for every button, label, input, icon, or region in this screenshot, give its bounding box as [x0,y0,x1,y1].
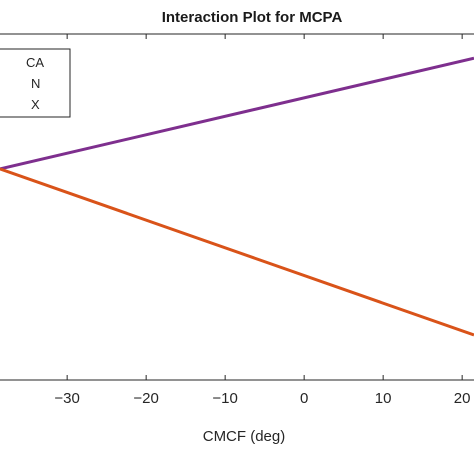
x-tick-label: 10 [375,390,392,407]
legend-entry-ca: CA [26,55,44,70]
series-layer [0,56,474,337]
legend: CA NX [0,48,71,118]
x-tick-label: 0 [300,390,308,407]
x-tick-label: −20 [133,390,158,407]
x-tick-label: −30 [54,390,79,407]
legend-entry-n: N [31,76,40,91]
series-line-x [0,167,474,337]
x-axis-ticks: −30 −20 −10 0 10 20 [54,34,470,407]
x-tick-label: 20 [454,390,471,407]
legend-box [0,48,71,118]
series-line-ca [0,56,474,171]
plot-area [0,34,474,380]
x-axis-label: CMCF (deg) [203,428,286,445]
chart-title: Interaction Plot for MCPA [162,9,343,26]
legend-entry-x: X [31,97,40,112]
x-tick-label: −10 [212,390,237,407]
